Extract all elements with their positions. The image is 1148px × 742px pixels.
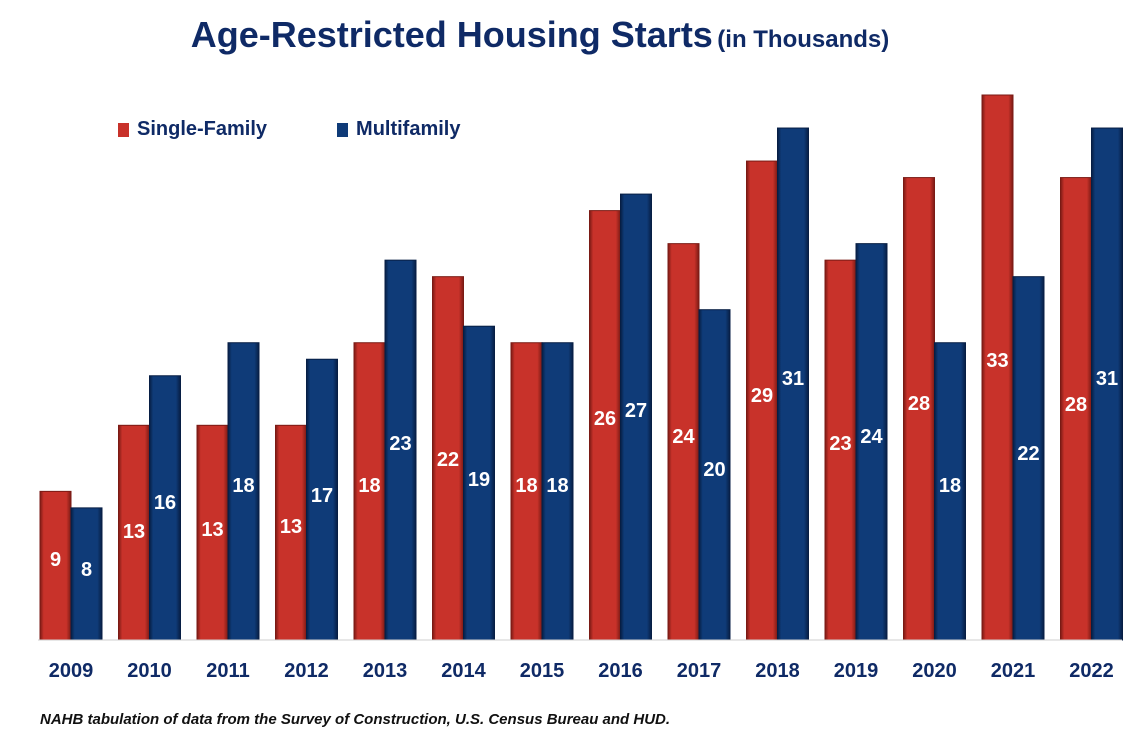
bar-multifamily-2014 (463, 325, 495, 641)
x-tick-label-2012: 2012 (284, 660, 329, 682)
x-tick-label-2016: 2016 (598, 660, 643, 682)
value-label-multifamily-2020: 18 (939, 475, 961, 497)
bar-multifamily-2019 (855, 243, 888, 641)
bar-single-family-2015 (510, 342, 543, 641)
value-label-multifamily-2021: 22 (1017, 443, 1039, 465)
bar-single-family-2019 (824, 259, 857, 641)
bar-single-family-2022 (1060, 177, 1092, 641)
value-label-multifamily-2014: 19 (468, 469, 490, 491)
bar-multifamily-2010 (149, 375, 181, 641)
value-label-single-family-2019: 23 (829, 433, 851, 455)
chart-title-main: Age-Restricted Housing Starts (190, 14, 713, 55)
legend-item-multifamily: Multifamily (337, 118, 460, 141)
bar-multifamily-2009 (70, 507, 103, 641)
x-tick-label-2019: 2019 (834, 660, 879, 682)
bar-multifamily-2020 (934, 342, 966, 641)
x-tick-label-2009: 2009 (49, 660, 94, 682)
value-label-single-family-2012: 13 (280, 516, 302, 538)
x-tick-label-2013: 2013 (363, 660, 408, 682)
bar-multifamily-2022 (1091, 127, 1123, 641)
bar-multifamily-2021 (1012, 276, 1045, 641)
x-tick-label-2017: 2017 (677, 660, 722, 682)
bar-multifamily-2011 (227, 342, 260, 641)
value-label-single-family-2018: 29 (751, 385, 773, 407)
bar-single-family-2017 (667, 243, 700, 641)
value-label-single-family-2015: 18 (515, 475, 537, 497)
value-label-single-family-2013: 18 (358, 475, 380, 497)
value-label-multifamily-2022: 31 (1096, 368, 1118, 390)
source-note: NAHB tabulation of data from the Survey … (40, 711, 671, 728)
value-label-single-family-2014: 22 (437, 449, 459, 471)
value-label-multifamily-2011: 18 (232, 475, 254, 497)
legend-item-single-family: Single-Family (118, 118, 267, 141)
bar-multifamily-2015 (541, 342, 574, 641)
legend-label-multifamily: Multifamily (356, 118, 461, 140)
value-label-single-family-2016: 26 (594, 408, 616, 430)
legend-swatch-single-family (118, 122, 129, 137)
value-label-multifamily-2015: 18 (546, 475, 568, 497)
bar-multifamily-2013 (384, 259, 417, 641)
x-tick-label-2015: 2015 (520, 660, 565, 682)
bar-single-family-2014 (432, 276, 464, 641)
x-tick-label-2022: 2022 (1069, 660, 1114, 682)
value-label-single-family-2009: 9 (50, 549, 61, 571)
value-label-multifamily-2019: 24 (860, 426, 883, 448)
x-tick-label-2020: 2020 (912, 660, 957, 682)
x-tick-label-2018: 2018 (755, 660, 800, 682)
bar-single-family-2020 (903, 177, 935, 641)
value-label-multifamily-2010: 16 (154, 492, 176, 514)
legend-label-single-family: Single-Family (137, 118, 268, 140)
value-label-single-family-2020: 28 (908, 393, 930, 415)
value-label-single-family-2010: 13 (123, 521, 145, 543)
bar-multifamily-2016 (620, 193, 652, 641)
bar-multifamily-2018 (777, 127, 809, 641)
value-label-single-family-2022: 28 (1065, 394, 1087, 416)
legend-swatch-multifamily (337, 122, 349, 137)
chart-title: Age-Restricted Housing Starts (in Thousa… (0, 14, 1080, 56)
chart-title-units: (in Thousands) (717, 26, 890, 53)
x-tick-label-2011: 2011 (206, 660, 249, 682)
value-label-multifamily-2017: 20 (703, 459, 725, 481)
bar-single-family-2011 (196, 424, 229, 641)
value-label-multifamily-2012: 17 (311, 485, 333, 507)
bar-multifamily-2012 (306, 358, 338, 641)
value-label-multifamily-2018: 31 (782, 368, 804, 390)
x-tick-label-2014: 2014 (441, 660, 486, 682)
value-label-single-family-2017: 24 (672, 426, 695, 448)
value-label-multifamily-2016: 27 (625, 400, 647, 422)
value-label-single-family-2011: 13 (201, 519, 223, 541)
x-tick-label-2010: 2010 (127, 660, 172, 682)
chart-legend: Single-Family Multifamily (118, 118, 460, 141)
value-label-multifamily-2009: 8 (81, 559, 92, 581)
value-label-single-family-2021: 33 (986, 350, 1008, 372)
bar-single-family-2012 (275, 424, 307, 641)
x-tick-label-2021: 2021 (991, 660, 1036, 682)
value-label-multifamily-2013: 23 (389, 433, 411, 455)
bar-multifamily-2017 (698, 309, 731, 641)
